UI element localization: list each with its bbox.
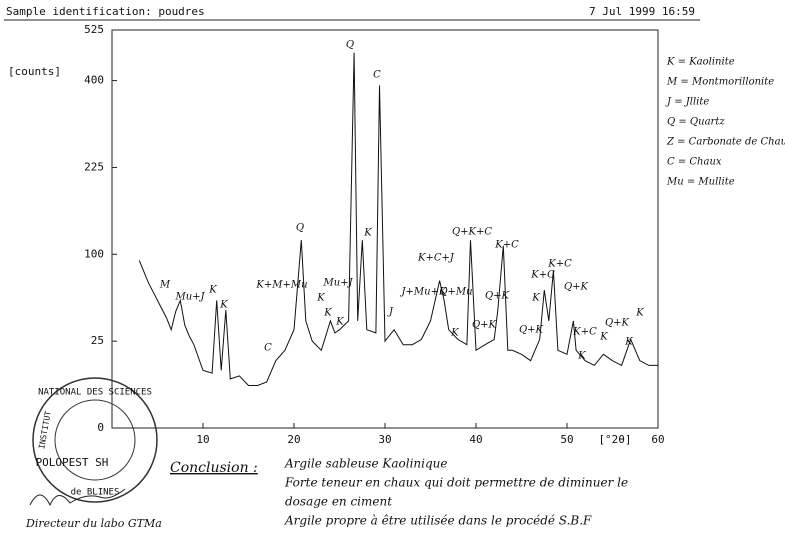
peak-label: Q bbox=[346, 40, 354, 51]
peak-label: K bbox=[531, 293, 540, 304]
signature: Directeur du labo GTMa bbox=[25, 517, 162, 530]
legend-entry: Q = Quartz bbox=[667, 117, 725, 128]
plot-frame bbox=[111, 29, 659, 429]
diffractogram-line bbox=[138, 52, 658, 386]
peak-label: K bbox=[363, 228, 372, 239]
peak-label: Q+K bbox=[472, 320, 497, 331]
peak-label: K+C bbox=[494, 240, 519, 251]
peak-label: K bbox=[219, 300, 228, 311]
peak-label: C bbox=[264, 343, 272, 354]
legend-entry: Mu = Mullite bbox=[666, 177, 735, 188]
stamp-top: NATIONAL DES SCIENCES bbox=[38, 388, 152, 398]
y-tick-label: 25 bbox=[91, 334, 104, 347]
y-tick-label: 100 bbox=[84, 247, 104, 260]
conclusion-label: Conclusion : bbox=[170, 460, 258, 476]
conclusion-line: Argile sableuse Kaolinique bbox=[284, 457, 448, 471]
legend-entry: Z = Carbonate de Chaux bbox=[666, 137, 785, 148]
peak-label: M bbox=[159, 280, 171, 291]
conclusion-line: dosage en ciment bbox=[285, 495, 392, 509]
x-tick-label: 20 bbox=[287, 433, 300, 446]
peak-label: Q+K bbox=[519, 325, 544, 336]
peak-label: K bbox=[450, 328, 459, 339]
peak-label: K bbox=[335, 317, 344, 328]
peak-label: K+C bbox=[530, 270, 555, 281]
peak-label: K+C bbox=[572, 327, 597, 338]
y-tick-label: 225 bbox=[84, 160, 104, 173]
conclusion-line: Forte teneur en chaux qui doit permettre… bbox=[284, 476, 628, 490]
peak-label: K bbox=[208, 285, 217, 296]
stamp-inner bbox=[54, 399, 136, 481]
stamp-ring bbox=[32, 377, 158, 503]
stamp-code: POLOPEST SH bbox=[36, 456, 109, 469]
peak-label: K bbox=[323, 308, 332, 319]
peak-label: Q+Mu bbox=[439, 287, 472, 298]
peak-label: K bbox=[635, 308, 644, 319]
peak-label: K bbox=[577, 351, 586, 362]
legend-entry: C = Chaux bbox=[667, 157, 722, 168]
peak-label: Mu+J bbox=[322, 278, 353, 289]
peak-label: J bbox=[387, 307, 394, 318]
peak-label: Q+K bbox=[605, 318, 630, 329]
y-tick-label: 400 bbox=[84, 74, 104, 87]
peak-label: K+M+Mu bbox=[255, 280, 307, 291]
peak-label: K+C bbox=[547, 259, 572, 270]
y-axis-label: [counts] bbox=[8, 65, 61, 78]
x-tick-label: 30 bbox=[378, 433, 391, 446]
x-tick-label: 10 bbox=[196, 433, 209, 446]
date: 7 Jul 1999 16:59 bbox=[589, 5, 695, 18]
stamp-bottom: de BLINES bbox=[71, 488, 120, 498]
peak-label: K+C+J bbox=[417, 253, 455, 264]
legend-entry: K = Kaolinite bbox=[666, 57, 735, 68]
peak-label: Mu+J bbox=[174, 292, 205, 303]
stamp-left: INSTITUT bbox=[37, 410, 53, 450]
y-tick-label: 0 bbox=[97, 421, 104, 434]
peak-label: J+Mu+K bbox=[400, 287, 447, 298]
peak-label: C bbox=[373, 70, 381, 81]
x-axis-label: [°2θ] bbox=[598, 433, 631, 446]
signature-scribble bbox=[29, 488, 126, 507]
peak-label: K bbox=[624, 337, 633, 348]
legend-entry: J = Jllite bbox=[665, 97, 709, 108]
conclusion-line: Argile propre à être utilisée dans le pr… bbox=[284, 514, 592, 528]
peak-label: Q+K bbox=[485, 291, 510, 302]
peak-label: K bbox=[599, 332, 608, 343]
peak-label: Q bbox=[296, 223, 304, 234]
stamp: NATIONAL DES SCIENCES INSTITUT de BLINES… bbox=[32, 377, 158, 503]
legend-entry: M = Montmorillonite bbox=[666, 77, 774, 88]
sample-id: Sample identification: poudres bbox=[6, 5, 205, 18]
peak-label: Q+K+C bbox=[452, 227, 492, 238]
x-tick-label: 50 bbox=[560, 433, 573, 446]
y-tick-label: 525 bbox=[84, 23, 104, 36]
peak-label: Q+K bbox=[564, 282, 589, 293]
x-tick-label: 40 bbox=[469, 433, 482, 446]
peak-label: K bbox=[316, 293, 325, 304]
x-tick-label: 60 bbox=[651, 433, 664, 446]
